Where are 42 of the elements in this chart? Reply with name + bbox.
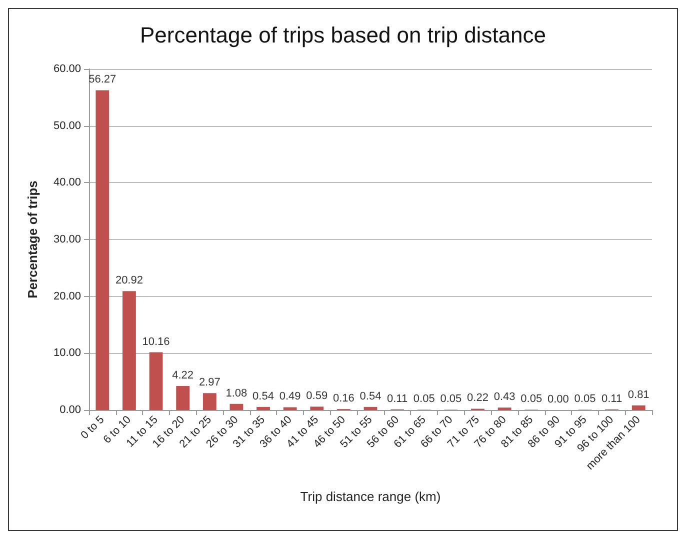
data-label: 0.16 xyxy=(332,392,354,405)
data-label: 0.05 xyxy=(440,393,462,406)
y-tick-label: 60.00 xyxy=(53,63,81,75)
bar xyxy=(632,405,646,410)
data-label: 0.11 xyxy=(387,392,408,405)
data-label: 10.16 xyxy=(142,336,170,348)
bar xyxy=(202,393,216,410)
data-label: 0.81 xyxy=(628,388,650,401)
data-label: 0.54 xyxy=(360,390,382,402)
bar xyxy=(176,386,190,410)
data-label: 0.11 xyxy=(601,392,622,405)
data-label: 0.05 xyxy=(413,393,435,406)
bar xyxy=(283,407,297,410)
data-label: 0.49 xyxy=(279,390,301,403)
bar xyxy=(310,406,324,410)
data-label: 0.22 xyxy=(467,392,488,404)
data-label: 0.05 xyxy=(574,393,596,406)
bar xyxy=(364,406,378,410)
y-axis-title: Percentage of trips xyxy=(25,180,40,298)
y-tick-label: 40.00 xyxy=(53,176,81,189)
data-label: 1.08 xyxy=(226,387,248,400)
data-label: 56.27 xyxy=(88,74,116,86)
y-tick-label: 50.00 xyxy=(53,120,81,132)
chart-title: Percentage of trips based on trip distance xyxy=(140,22,546,48)
data-label: 0.05 xyxy=(520,393,542,406)
data-label: 0.54 xyxy=(252,390,274,402)
y-tick-label: 30.00 xyxy=(53,234,81,246)
bar xyxy=(149,352,163,410)
y-tick-label: 20.00 xyxy=(53,290,81,302)
data-label: 4.22 xyxy=(172,370,194,382)
data-label: 0.43 xyxy=(494,391,516,404)
data-label: 0.59 xyxy=(306,390,328,402)
data-label: 2.97 xyxy=(198,376,220,389)
bar xyxy=(96,90,110,410)
bar xyxy=(256,406,270,410)
bar xyxy=(122,291,136,410)
y-tick-label: 0.00 xyxy=(60,404,81,416)
x-axis-title: Trip distance range (km) xyxy=(300,489,441,504)
data-label: 0.00 xyxy=(547,394,569,406)
data-label: 20.92 xyxy=(115,274,143,287)
bar xyxy=(230,404,244,410)
y-tick-label: 10.00 xyxy=(53,347,81,360)
